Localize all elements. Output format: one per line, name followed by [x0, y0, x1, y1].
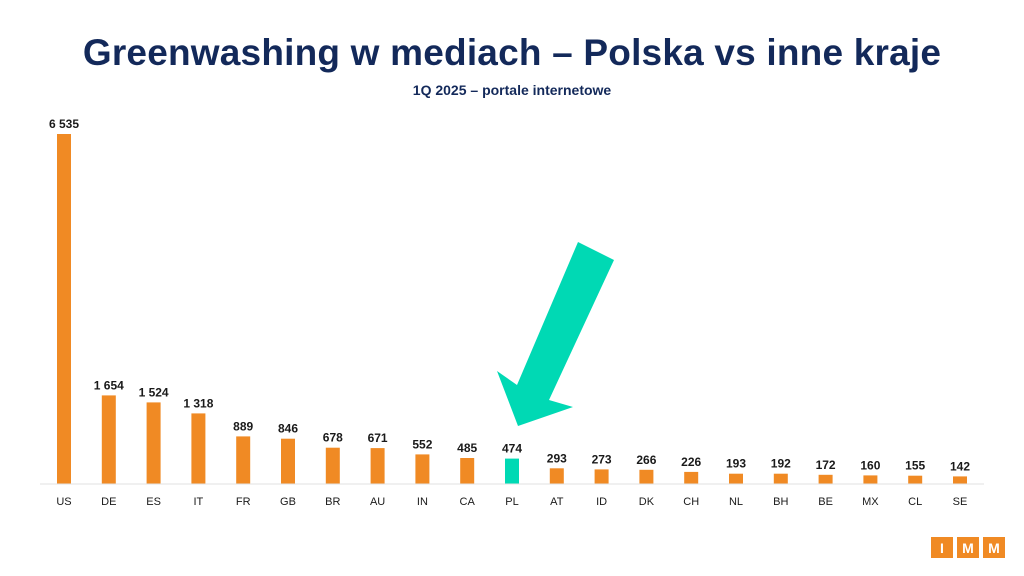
chart-title: Greenwashing w mediach – Polska vs inne …	[82, 32, 942, 73]
logo-letter-m1: M	[957, 537, 979, 558]
imm-logo: I M M	[931, 537, 1005, 558]
value-label-es: 1 524	[139, 385, 169, 399]
category-label-au: AU	[370, 496, 385, 508]
value-label-de: 1 654	[94, 378, 124, 392]
bar-de	[101, 395, 116, 484]
bar-id	[594, 469, 609, 484]
bar-mx	[863, 475, 878, 484]
value-label-se: 142	[950, 459, 970, 473]
category-label-es: ES	[146, 496, 161, 508]
category-label-gb: GB	[280, 496, 296, 508]
value-label-nl: 193	[726, 457, 746, 471]
logo-letter-i: I	[931, 537, 953, 558]
value-label-au: 671	[368, 431, 388, 445]
category-label-in: IN	[417, 496, 428, 508]
bar-nl	[729, 473, 743, 484]
bar-es	[146, 402, 161, 484]
value-label-br: 678	[323, 431, 343, 445]
value-label-dk: 266	[636, 453, 656, 467]
bar-gb	[281, 438, 295, 484]
value-label-pl: 474	[502, 442, 522, 456]
bar-ca	[460, 458, 475, 484]
bar-bh	[773, 473, 788, 484]
category-label-be: BE	[818, 496, 833, 508]
value-label-mx: 160	[860, 458, 880, 472]
value-label-ch: 226	[681, 455, 701, 469]
category-label-it: IT	[194, 496, 204, 508]
bar-at	[549, 468, 564, 484]
category-label-ch: CH	[683, 496, 699, 508]
value-label-gb: 846	[278, 422, 298, 436]
category-label-pl: PL	[505, 496, 518, 508]
category-label-id: ID	[596, 496, 607, 508]
category-label-mx: MX	[862, 496, 879, 508]
bar-br	[325, 447, 340, 484]
bar-au	[370, 448, 385, 484]
value-label-at: 293	[547, 451, 567, 465]
bar-fr	[236, 436, 251, 484]
bar-cl	[908, 475, 923, 484]
bar-ch	[684, 471, 699, 484]
category-label-cl: CL	[908, 496, 922, 508]
value-label-us: 6 535	[49, 117, 79, 131]
bar-pl	[505, 458, 519, 484]
category-label-at: AT	[550, 496, 564, 508]
chart-subtitle: 1Q 2025 – portale internetowe	[412, 82, 612, 98]
value-label-be: 172	[816, 458, 836, 472]
value-label-bh: 192	[771, 457, 791, 471]
category-label-us: US	[56, 496, 71, 508]
category-label-br: BR	[325, 496, 340, 508]
category-label-nl: NL	[729, 496, 743, 508]
bar-us	[57, 134, 71, 484]
value-label-in: 552	[412, 437, 432, 451]
bar-in	[415, 454, 430, 484]
logo-letter-m2: M	[983, 537, 1005, 558]
value-label-ca: 485	[457, 441, 477, 455]
value-label-fr: 889	[233, 419, 253, 433]
category-label-fr: FR	[236, 496, 251, 508]
bar-be	[818, 474, 833, 484]
category-label-ca: CA	[460, 496, 476, 508]
category-label-bh: BH	[773, 496, 788, 508]
bar-se	[953, 476, 967, 484]
value-label-id: 273	[592, 452, 612, 466]
highlight-arrow-icon	[497, 242, 614, 426]
category-label-de: DE	[101, 496, 116, 508]
category-label-dk: DK	[639, 496, 655, 508]
category-label-se: SE	[953, 496, 968, 508]
bar-it	[191, 413, 206, 484]
bar-dk	[639, 469, 654, 484]
value-label-cl: 155	[905, 459, 925, 473]
value-label-it: 1 318	[183, 396, 213, 410]
